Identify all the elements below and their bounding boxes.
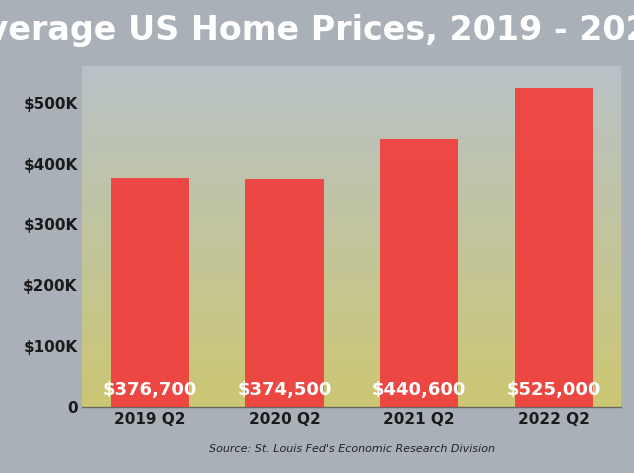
Text: $374,500: $374,500 (237, 382, 332, 400)
Text: Source: St. Louis Fed's Economic Research Division: Source: St. Louis Fed's Economic Researc… (209, 444, 495, 454)
Text: $440,600: $440,600 (372, 382, 467, 400)
Bar (380, 139, 458, 407)
Text: Average US Home Prices, 2019 - 2022: Average US Home Prices, 2019 - 2022 (0, 14, 634, 47)
Text: $525,000: $525,000 (507, 382, 601, 400)
Bar (111, 178, 189, 407)
Bar (245, 179, 323, 407)
Text: $376,700: $376,700 (103, 382, 197, 400)
Bar (515, 88, 593, 407)
